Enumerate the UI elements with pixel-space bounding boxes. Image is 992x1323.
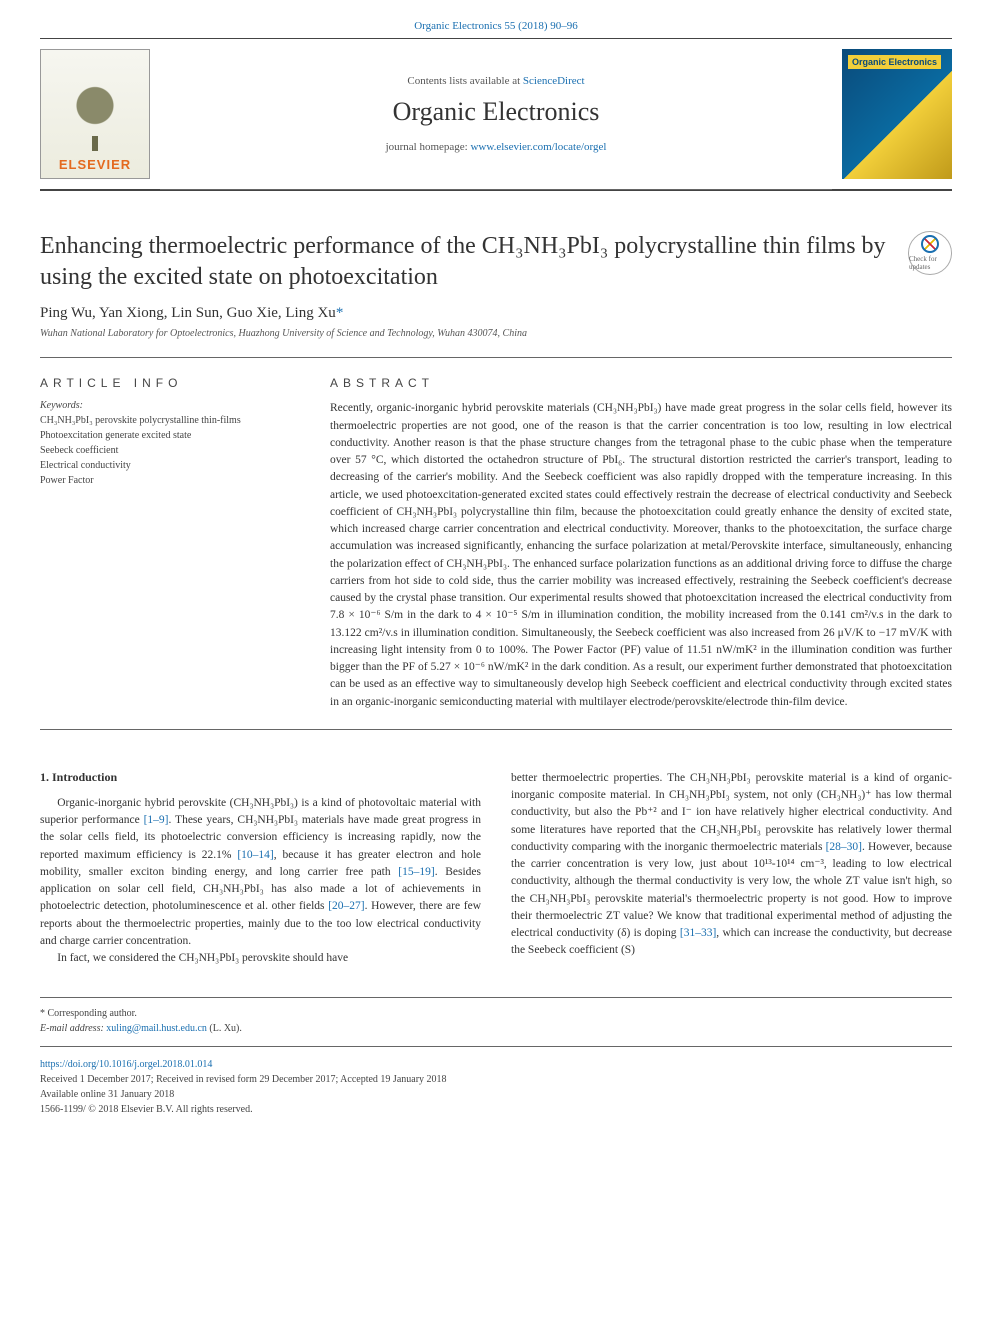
copyright: 1566-1199/ © 2018 Elsevier B.V. All righ… xyxy=(40,1102,952,1117)
corresponding-author: * Corresponding author. xyxy=(40,1006,952,1021)
divider xyxy=(40,357,952,358)
doi-link[interactable]: https://doi.org/10.1016/j.orgel.2018.01.… xyxy=(40,1057,952,1072)
footer: * Corresponding author. E-mail address: … xyxy=(40,997,952,1117)
citation-link[interactable]: [20–27] xyxy=(328,900,364,912)
corresponding-star: * xyxy=(336,305,344,321)
email-suffix: (L. Xu). xyxy=(207,1023,242,1034)
author-list: Ping Wu, Yan Xiong, Lin Sun, Guo Xie, Li… xyxy=(40,305,336,321)
article-info: ARTICLE INFO Keywords: CH₃NH₃PbI₃ perovs… xyxy=(40,376,290,711)
abstract-text: Recently, organic-inorganic hybrid perov… xyxy=(330,400,952,711)
article-title: Enhancing thermoelectric performance of … xyxy=(40,231,888,293)
email-label: E-mail address: xyxy=(40,1023,106,1034)
body-paragraph: In fact, we considered the CH₃NH₃PbI₃ pe… xyxy=(40,950,481,967)
online-date: Available online 31 January 2018 xyxy=(40,1087,952,1102)
journal-volume-link[interactable]: Organic Electronics 55 (2018) 90–96 xyxy=(0,0,992,38)
body-paragraph: Organic-inorganic hybrid perovskite (CH₃… xyxy=(40,795,481,950)
elsevier-tree-icon xyxy=(65,81,125,151)
abstract: ABSTRACT Recently, organic-inorganic hyb… xyxy=(330,376,952,711)
elsevier-logo: ELSEVIER xyxy=(40,49,150,179)
keywords-list: CH₃NH₃PbI₃ perovskite polycrystalline th… xyxy=(40,413,290,488)
citation-link[interactable]: [1–9] xyxy=(144,814,169,826)
email-link[interactable]: xuling@mail.hust.edu.cn xyxy=(106,1023,207,1034)
body-paragraph: better thermoelectric properties. The CH… xyxy=(511,770,952,960)
abstract-head: ABSTRACT xyxy=(330,376,952,390)
citation-link[interactable]: [31–33] xyxy=(680,927,716,939)
authors: Ping Wu, Yan Xiong, Lin Sun, Guo Xie, Li… xyxy=(40,305,952,322)
article-info-head: ARTICLE INFO xyxy=(40,376,290,390)
citation-link[interactable]: [28–30] xyxy=(826,841,862,853)
cover-title-chip: Organic Electronics xyxy=(848,55,941,69)
crossmark-label: Check for updates xyxy=(909,255,951,271)
journal-name: Organic Electronics xyxy=(393,97,600,127)
section-heading: 1. Introduction xyxy=(40,770,481,785)
journal-cover: Organic Electronics xyxy=(842,49,952,179)
column-right: better thermoelectric properties. The CH… xyxy=(511,770,952,968)
divider xyxy=(40,729,952,730)
article-meta: Enhancing thermoelectric performance of … xyxy=(40,231,952,730)
contents-prefix: Contents lists available at xyxy=(407,75,522,87)
journal-header: ELSEVIER Contents lists available at Sci… xyxy=(40,38,952,191)
homepage-url[interactable]: www.elsevier.com/locate/orgel xyxy=(470,141,606,153)
contents-line: Contents lists available at ScienceDirec… xyxy=(407,75,584,87)
citation-link[interactable]: [15–19] xyxy=(398,866,434,878)
citation-link[interactable]: [10–14] xyxy=(237,849,273,861)
column-left: 1. Introduction Organic-inorganic hybrid… xyxy=(40,770,481,968)
body-columns: 1. Introduction Organic-inorganic hybrid… xyxy=(40,770,952,968)
homepage-prefix: journal homepage: xyxy=(386,141,471,153)
divider xyxy=(40,1046,952,1047)
history: Received 1 December 2017; Received in re… xyxy=(40,1072,952,1087)
crossmark-icon xyxy=(921,235,939,253)
elsevier-wordmark: ELSEVIER xyxy=(59,157,131,178)
sciencedirect-link[interactable]: ScienceDirect xyxy=(523,75,585,87)
affiliation: Wuhan National Laboratory for Optoelectr… xyxy=(40,328,952,339)
crossmark-badge[interactable]: Check for updates xyxy=(908,231,952,275)
email-line: E-mail address: xuling@mail.hust.edu.cn … xyxy=(40,1021,952,1036)
header-center: Contents lists available at ScienceDirec… xyxy=(160,39,832,190)
keywords-label: Keywords: xyxy=(40,400,290,411)
homepage-line: journal homepage: www.elsevier.com/locat… xyxy=(386,141,607,153)
